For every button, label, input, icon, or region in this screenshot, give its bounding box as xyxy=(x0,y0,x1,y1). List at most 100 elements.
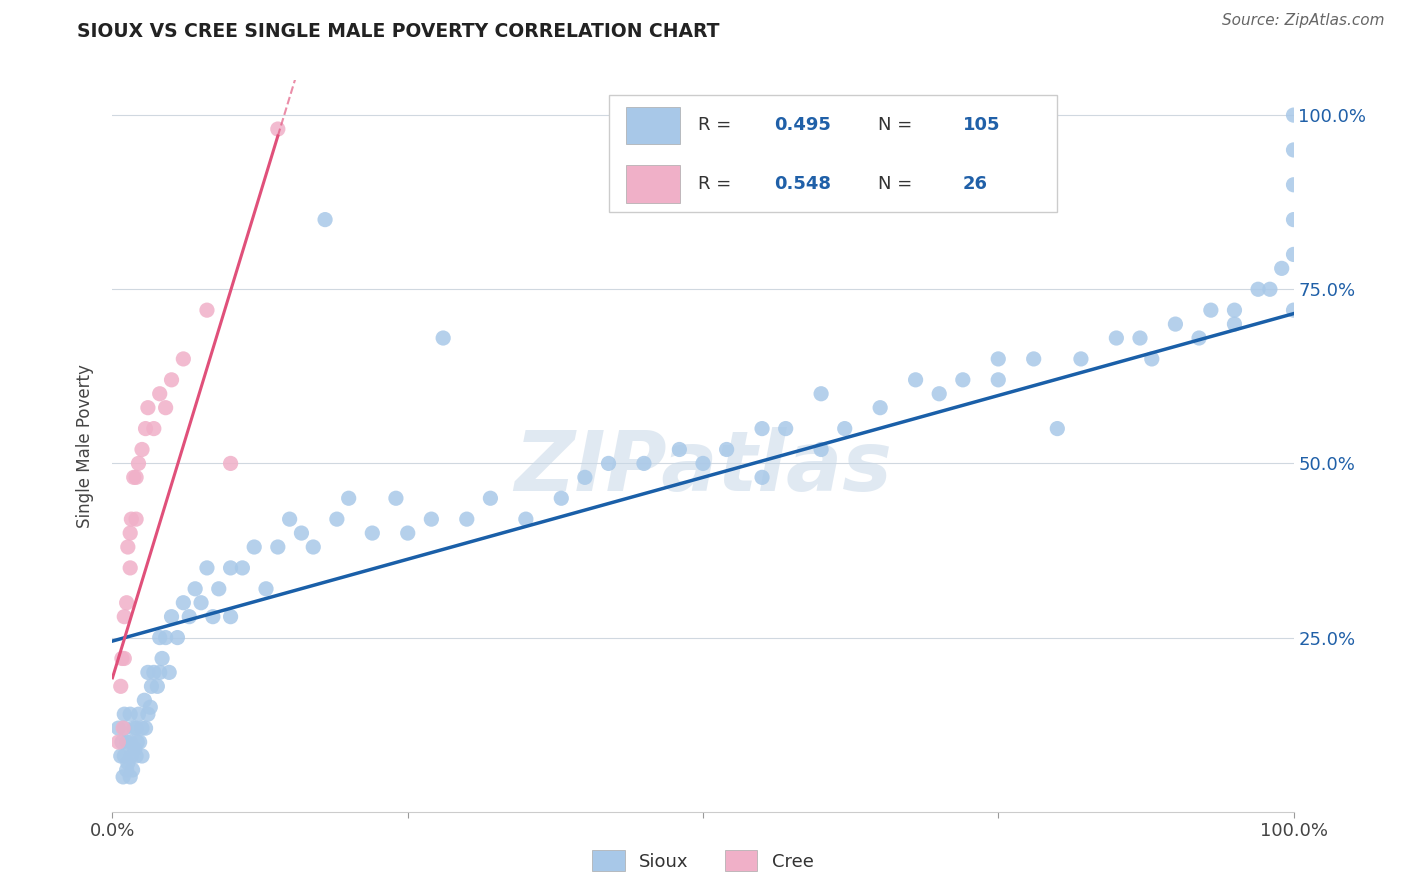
Point xyxy=(668,442,690,457)
Point xyxy=(219,457,242,471)
Point xyxy=(125,721,148,735)
Point xyxy=(633,457,655,471)
Point xyxy=(243,540,266,554)
Point xyxy=(1105,331,1128,345)
Point xyxy=(115,763,138,777)
Point xyxy=(172,351,194,366)
Point xyxy=(115,596,138,610)
Point xyxy=(112,721,135,735)
Text: SIOUX VS CREE SINGLE MALE POVERTY CORRELATION CHART: SIOUX VS CREE SINGLE MALE POVERTY CORREL… xyxy=(77,22,720,41)
Point xyxy=(117,756,139,770)
Point xyxy=(112,609,135,624)
Point xyxy=(574,470,596,484)
Point xyxy=(254,582,277,596)
Point xyxy=(127,735,149,749)
Point xyxy=(141,679,163,693)
Point xyxy=(135,421,157,435)
Text: ZIPatlas: ZIPatlas xyxy=(515,427,891,508)
Point xyxy=(1271,261,1294,276)
Point xyxy=(160,373,183,387)
Point xyxy=(122,470,145,484)
Point xyxy=(219,561,242,575)
Point xyxy=(107,721,129,735)
Point xyxy=(128,735,150,749)
Point xyxy=(1247,282,1270,296)
Point xyxy=(1282,108,1305,122)
Point xyxy=(120,707,142,722)
Point xyxy=(136,401,159,415)
Point xyxy=(775,421,797,435)
Point xyxy=(142,421,165,435)
Point xyxy=(121,763,143,777)
Point xyxy=(112,707,135,722)
Point xyxy=(1282,178,1305,192)
Point xyxy=(267,540,290,554)
Point xyxy=(337,491,360,506)
Point xyxy=(290,526,312,541)
Point xyxy=(1022,351,1045,366)
Point xyxy=(120,561,142,575)
Point xyxy=(155,401,177,415)
Point xyxy=(987,351,1010,366)
Point xyxy=(110,679,132,693)
Point xyxy=(131,749,153,764)
Point xyxy=(120,526,142,541)
Point xyxy=(385,491,408,506)
Point xyxy=(184,582,207,596)
Point xyxy=(111,735,134,749)
Legend: Sioux, Cree: Sioux, Cree xyxy=(585,843,821,879)
Point xyxy=(149,631,172,645)
Point xyxy=(1282,247,1305,261)
Point xyxy=(479,491,502,506)
Point xyxy=(952,373,974,387)
Point xyxy=(149,386,172,401)
Point xyxy=(136,665,159,680)
Point xyxy=(115,735,138,749)
Point xyxy=(219,609,242,624)
Point xyxy=(1199,303,1222,318)
Point xyxy=(361,526,384,541)
Point xyxy=(1140,351,1163,366)
Point xyxy=(125,749,148,764)
Point xyxy=(751,421,773,435)
Point xyxy=(550,491,572,506)
Point xyxy=(1223,303,1246,318)
Point xyxy=(1223,317,1246,331)
Point xyxy=(201,609,224,624)
Point xyxy=(598,457,620,471)
Point xyxy=(120,749,142,764)
Point xyxy=(834,421,856,435)
Point xyxy=(131,721,153,735)
Point xyxy=(112,770,135,784)
Point xyxy=(120,735,142,749)
Point xyxy=(155,631,177,645)
Point xyxy=(146,679,169,693)
Point xyxy=(1164,317,1187,331)
Point xyxy=(157,665,180,680)
Point xyxy=(124,742,146,756)
Point xyxy=(112,721,135,735)
Point xyxy=(692,457,714,471)
Point xyxy=(120,770,142,784)
Point xyxy=(131,442,153,457)
Point xyxy=(314,212,336,227)
Point xyxy=(278,512,301,526)
Point xyxy=(179,609,201,624)
Point xyxy=(142,665,165,680)
Point xyxy=(208,582,231,596)
Point xyxy=(751,470,773,484)
Point xyxy=(120,512,142,526)
Point xyxy=(125,512,148,526)
Point xyxy=(1282,143,1305,157)
Point xyxy=(231,561,253,575)
Point xyxy=(904,373,927,387)
Point xyxy=(456,512,478,526)
Point xyxy=(112,651,135,665)
Point xyxy=(1282,212,1305,227)
Point xyxy=(195,561,218,575)
Point xyxy=(1188,331,1211,345)
Text: Source: ZipAtlas.com: Source: ZipAtlas.com xyxy=(1222,13,1385,29)
Point xyxy=(716,442,738,457)
Point xyxy=(135,721,157,735)
Point xyxy=(127,707,149,722)
